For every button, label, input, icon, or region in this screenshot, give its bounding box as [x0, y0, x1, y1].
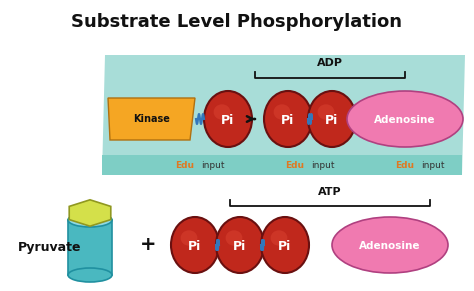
Polygon shape — [102, 55, 465, 175]
Ellipse shape — [68, 213, 112, 227]
Ellipse shape — [318, 104, 334, 120]
Text: ATP: ATP — [318, 187, 342, 197]
Ellipse shape — [204, 91, 252, 147]
FancyBboxPatch shape — [68, 220, 112, 275]
Ellipse shape — [226, 230, 242, 246]
Text: Pyruvate: Pyruvate — [18, 242, 82, 255]
Text: Adenosine: Adenosine — [359, 241, 421, 251]
Text: Pi: Pi — [188, 240, 201, 253]
Text: Substrate Level Phosphorylation: Substrate Level Phosphorylation — [72, 13, 402, 31]
Ellipse shape — [273, 104, 291, 120]
Ellipse shape — [261, 217, 309, 273]
Polygon shape — [69, 200, 111, 226]
Text: Kinase: Kinase — [134, 114, 171, 124]
Ellipse shape — [214, 104, 230, 120]
Text: Adenosine: Adenosine — [374, 115, 436, 125]
Text: input: input — [201, 161, 225, 169]
Text: Edu: Edu — [175, 161, 194, 169]
Ellipse shape — [68, 268, 112, 282]
Text: +: + — [140, 235, 156, 255]
Ellipse shape — [308, 91, 356, 147]
Text: input: input — [311, 161, 335, 169]
Polygon shape — [102, 155, 462, 175]
Ellipse shape — [347, 91, 463, 147]
Polygon shape — [108, 98, 195, 140]
Ellipse shape — [271, 230, 287, 246]
Text: Edu: Edu — [285, 161, 304, 169]
Text: Pi: Pi — [325, 114, 338, 127]
Ellipse shape — [171, 217, 219, 273]
Text: Pi: Pi — [278, 240, 292, 253]
Text: Pi: Pi — [282, 114, 295, 127]
Ellipse shape — [181, 230, 197, 246]
Ellipse shape — [216, 217, 264, 273]
Text: Edu: Edu — [395, 161, 414, 169]
Text: Pi: Pi — [233, 240, 246, 253]
Ellipse shape — [264, 91, 312, 147]
Ellipse shape — [332, 217, 448, 273]
Text: ADP: ADP — [317, 58, 343, 68]
Text: input: input — [421, 161, 445, 169]
Text: Pi: Pi — [221, 114, 235, 127]
